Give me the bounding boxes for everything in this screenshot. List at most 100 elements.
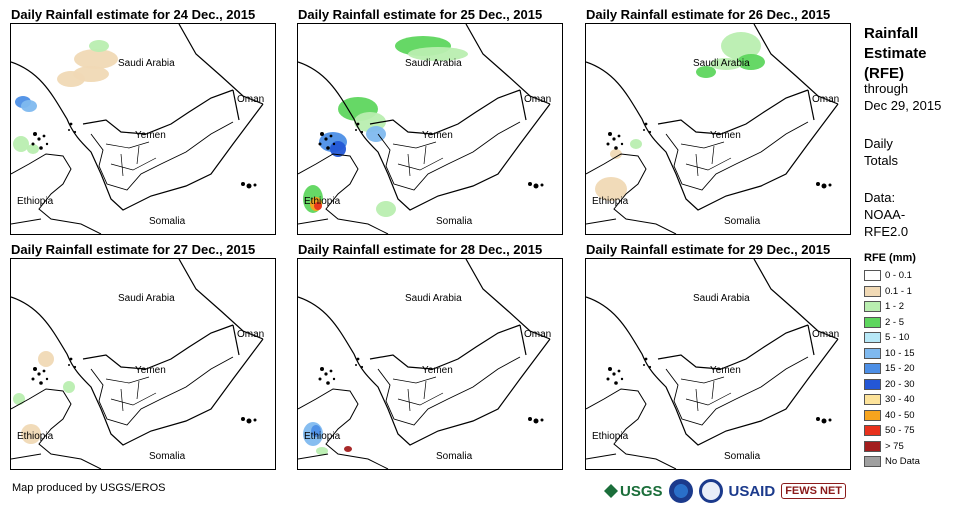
- side-title-line1: Rainfall: [864, 25, 919, 42]
- rainfall-area: [710, 58, 742, 70]
- rainfall-area: [366, 126, 386, 142]
- legend-swatch: [864, 440, 881, 452]
- legend-swatch: [864, 363, 881, 375]
- label-saudi-arabia: Saudi Arabia: [405, 293, 462, 304]
- rainfall-area: [696, 66, 716, 78]
- legend-label: 30 - 40: [885, 394, 915, 406]
- legend-swatch: [864, 378, 881, 390]
- rainfall-area: [610, 149, 622, 159]
- map-panel-24: Saudi Arabia Oman Yemen Ethiopia Somalia: [10, 23, 276, 235]
- label-ethiopia: Ethiopia: [592, 431, 629, 442]
- legend-label: 40 - 50: [885, 409, 915, 421]
- legend-item: 50 - 75: [864, 423, 920, 439]
- noaa-seal-icon: [668, 479, 693, 503]
- legend-label: 1 - 2: [885, 301, 905, 313]
- rainfall-area: [38, 351, 54, 367]
- rainfall-area: [408, 47, 468, 61]
- legend-label: 20 - 30: [885, 378, 915, 390]
- legend-label: 50 - 75: [885, 425, 915, 437]
- rainfall-area: [595, 177, 627, 201]
- legend-label: > 75: [885, 440, 904, 452]
- usaid-seal-icon: [698, 479, 723, 503]
- label-somalia: Somalia: [724, 451, 761, 462]
- side-data-source: Data: NOAA- RFE2.0: [864, 189, 908, 240]
- rainfall-area: [721, 32, 761, 60]
- legend-item: 1 - 2: [864, 299, 920, 315]
- map-canvas: [11, 24, 264, 234]
- side-daily-line2: Totals: [864, 153, 898, 168]
- rainfall-area: [13, 136, 29, 152]
- rainfall-area: [376, 201, 396, 217]
- label-oman: Oman: [237, 329, 265, 340]
- label-yemen: Yemen: [422, 130, 453, 141]
- legend-label: No Data: [885, 456, 920, 468]
- map-panel-28: Saudi Arabia Oman Yemen Ethiopia Somalia: [297, 258, 563, 470]
- label-oman: Oman: [237, 94, 265, 105]
- map-canvas: [11, 259, 264, 469]
- side-data-line3: RFE2.0: [864, 224, 909, 239]
- panel-title-24: Daily Rainfall estimate for 24 Dec., 201…: [11, 7, 256, 22]
- legend-title: RFE (mm): [864, 252, 916, 264]
- legend-swatch: [864, 394, 881, 406]
- label-somalia: Somalia: [724, 216, 761, 227]
- rainfall-area: [74, 49, 118, 69]
- map-panel-29: Saudi Arabia Oman Yemen Ethiopia Somalia: [585, 258, 851, 470]
- rainfall-area: [21, 424, 41, 444]
- rainfall-area: [314, 202, 322, 210]
- label-oman: Oman: [812, 94, 840, 105]
- panel-title-27: Daily Rainfall estimate for 27 Dec., 201…: [11, 242, 256, 257]
- panel-title-28: Daily Rainfall estimate for 28 Dec., 201…: [298, 242, 543, 257]
- panel-title-26: Daily Rainfall estimate for 26 Dec., 201…: [586, 7, 831, 22]
- label-saudi-arabia: Saudi Arabia: [118, 293, 175, 304]
- rainfall-area: [27, 144, 39, 154]
- label-yemen: Yemen: [135, 130, 166, 141]
- map-canvas: [586, 24, 839, 234]
- label-yemen: Yemen: [710, 130, 741, 141]
- legend-swatch: [864, 456, 881, 468]
- side-through: through Dec 29, 2015: [864, 80, 941, 114]
- map-canvas: [298, 259, 551, 469]
- side-title: Rainfall Estimate (RFE): [864, 24, 927, 84]
- legend-swatch: [864, 285, 881, 297]
- legend-item: No Data: [864, 454, 920, 470]
- label-saudi-arabia: Saudi Arabia: [118, 58, 175, 69]
- label-somalia: Somalia: [436, 451, 473, 462]
- legend-swatch: [864, 347, 881, 359]
- label-oman: Oman: [524, 94, 552, 105]
- usgs-logo: USGS: [604, 483, 663, 500]
- rainfall-area: [57, 71, 85, 87]
- legend-swatch: [864, 425, 881, 437]
- side-title-line2: Estimate: [864, 45, 927, 62]
- side-data-line1: Data:: [864, 190, 896, 205]
- rainfall-area: [316, 447, 328, 455]
- label-ethiopia: Ethiopia: [304, 431, 341, 442]
- logo-strip: USGS USAID FEWS NET: [604, 478, 847, 504]
- side-daily: Daily Totals: [864, 135, 898, 169]
- map-panel-27: Saudi Arabia Oman Yemen Ethiopia Somalia: [10, 258, 276, 470]
- legend-item: 0 - 0.1: [864, 268, 920, 284]
- label-oman: Oman: [812, 329, 840, 340]
- label-somalia: Somalia: [149, 216, 186, 227]
- label-saudi-arabia: Saudi Arabia: [693, 58, 750, 69]
- side-data-line2: NOAA-: [864, 207, 906, 222]
- legend-item: 0.1 - 1: [864, 284, 920, 300]
- side-daily-line1: Daily: [864, 136, 893, 151]
- label-saudi-arabia: Saudi Arabia: [405, 58, 462, 69]
- legend-swatch: [864, 332, 881, 344]
- legend-item: 40 - 50: [864, 408, 920, 424]
- usaid-logo: USAID: [728, 482, 776, 500]
- usgs-logo-text: USGS: [620, 482, 663, 500]
- label-ethiopia: Ethiopia: [304, 196, 341, 207]
- label-ethiopia: Ethiopia: [592, 196, 629, 207]
- label-yemen: Yemen: [422, 365, 453, 376]
- legend-label: 0.1 - 1: [885, 285, 912, 297]
- legend-item: 15 - 20: [864, 361, 920, 377]
- legend-swatch: [864, 301, 881, 313]
- legend-item: 5 - 10: [864, 330, 920, 346]
- label-ethiopia: Ethiopia: [17, 196, 54, 207]
- legend-label: 5 - 10: [885, 332, 910, 344]
- side-through-label: through: [864, 81, 909, 96]
- panel-title-25: Daily Rainfall estimate for 25 Dec., 201…: [298, 7, 543, 22]
- legend-item: > 75: [864, 439, 920, 455]
- legend-label: 0 - 0.1: [885, 270, 912, 282]
